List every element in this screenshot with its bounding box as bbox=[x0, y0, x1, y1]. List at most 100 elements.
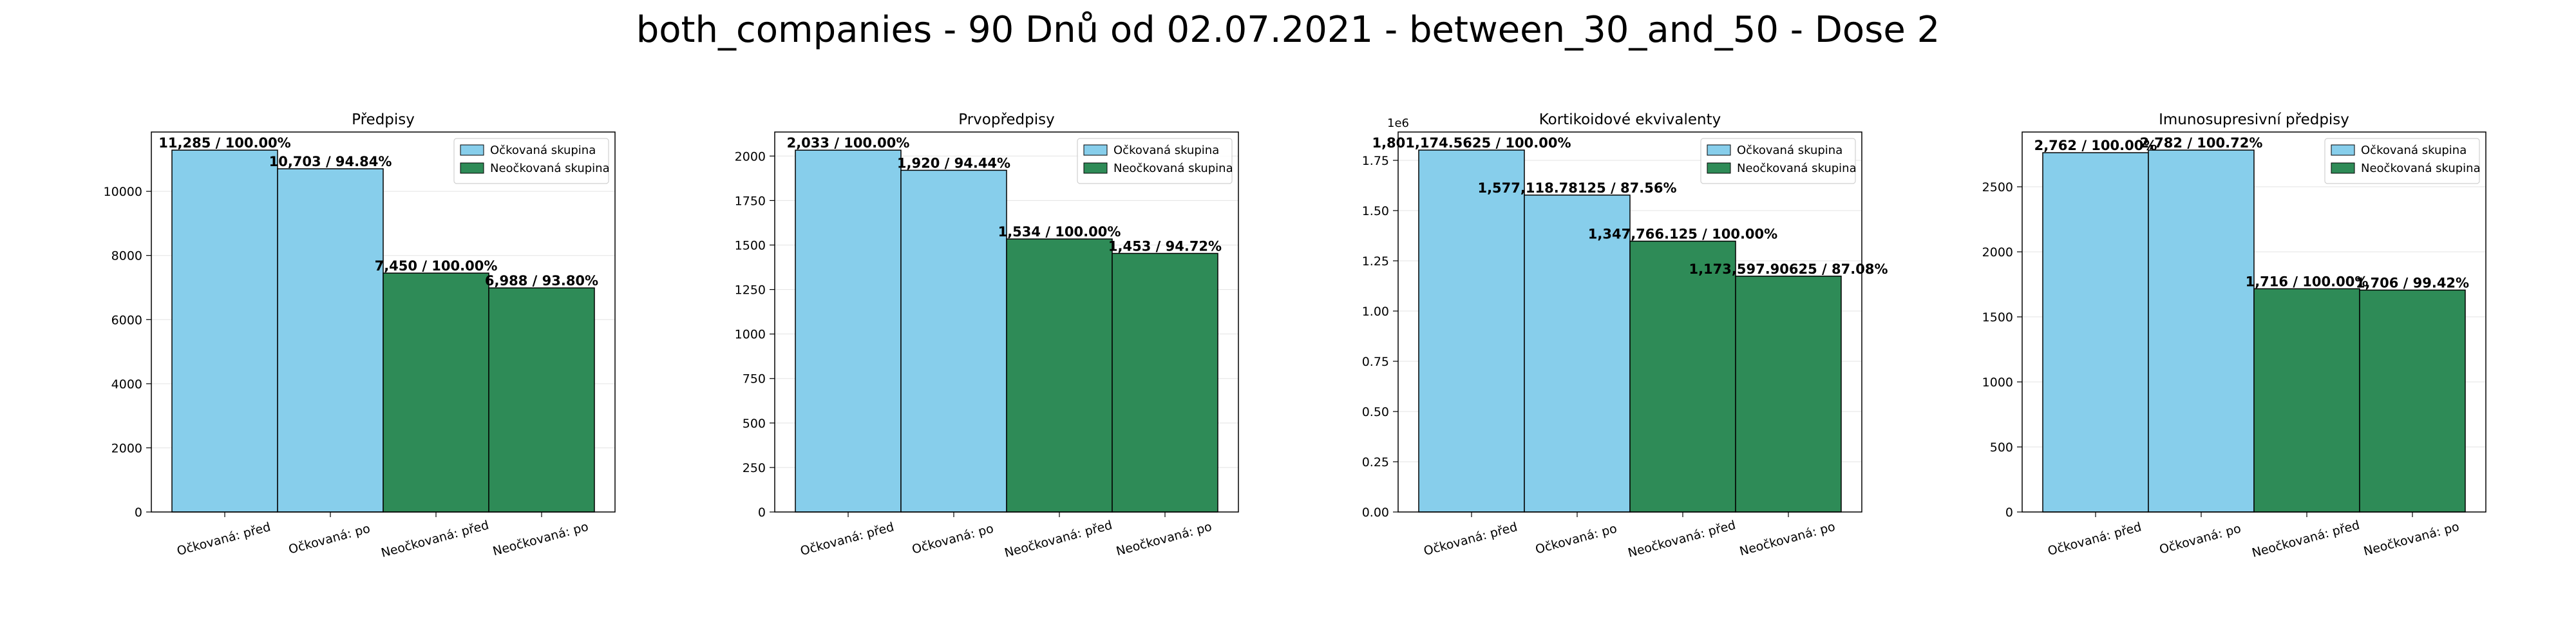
legend-swatch bbox=[1083, 162, 1108, 174]
y-tick-label: 0 bbox=[2005, 506, 2013, 520]
x-tick-label: Neočkovaná: po bbox=[2362, 520, 2461, 559]
x-tick-label: Neočkovaná: před bbox=[1003, 518, 1113, 560]
axes-frame bbox=[151, 131, 616, 513]
legend-swatch bbox=[1083, 144, 1108, 156]
y-tick-label: 0 bbox=[135, 506, 142, 520]
bar bbox=[2253, 288, 2360, 513]
x-tick-label: Očkovaná: po bbox=[911, 522, 995, 557]
bar-value-label: 2,782 / 100.72% bbox=[2140, 135, 2263, 151]
legend-box bbox=[1077, 138, 1233, 184]
bar-value-label: 11,285 / 100.00% bbox=[158, 135, 290, 151]
bar bbox=[277, 168, 384, 513]
x-tick-label: Očkovaná: před bbox=[175, 520, 272, 558]
y-tick-label: 0.75 bbox=[1362, 355, 1389, 369]
bar-value-label: 1,173,597.90625 / 87.08% bbox=[1689, 261, 1888, 277]
axes-frame bbox=[2022, 131, 2486, 513]
bar-value-label: 1,577,118.78125 / 87.56% bbox=[1477, 180, 1676, 196]
legend-box bbox=[453, 138, 609, 184]
legend-label: Očkovaná skupina bbox=[490, 144, 596, 157]
x-tick-label: Neočkovaná: po bbox=[491, 520, 590, 559]
bar-value-label: 6,988 / 93.80% bbox=[485, 273, 598, 289]
subplot-predpisy: Předpisy 0 2000 4000 6000 8000 10000 11,285 / 1… bbox=[104, 111, 616, 560]
legend-label: Neočkovaná skupina bbox=[490, 162, 610, 175]
bar bbox=[1735, 276, 1842, 513]
x-tick-label: Očkovaná: před bbox=[799, 520, 895, 558]
x-tick-label: Očkovaná: po bbox=[2158, 522, 2242, 557]
subplot-title: Předpisy bbox=[352, 111, 415, 128]
bar bbox=[488, 287, 595, 513]
subplot-prvopredpisy: Prvopředpisy 0 250 500 750 1000 1250 1500 1750 20… bbox=[735, 111, 1239, 560]
bar bbox=[1629, 240, 1736, 513]
legend-swatch bbox=[460, 144, 484, 156]
y-tick-label: 250 bbox=[743, 461, 766, 475]
bar bbox=[2148, 149, 2255, 513]
y-tick-label: 1.50 bbox=[1362, 204, 1389, 218]
legend-label: Neočkovaná skupina bbox=[2361, 162, 2481, 175]
axes-frame bbox=[774, 131, 1239, 513]
bar-value-label: 1,706 / 99.42% bbox=[2356, 275, 2469, 290]
bar bbox=[171, 149, 278, 513]
legend-swatch bbox=[460, 162, 484, 174]
y-tick-label: 1000 bbox=[1982, 375, 2013, 390]
y-tick-label: 750 bbox=[743, 372, 766, 386]
bar bbox=[1112, 252, 1218, 513]
figure-title: both_companies - 90 Dnů od 02.07.2021 - … bbox=[636, 9, 1940, 51]
bar-value-label: 1,453 / 94.72% bbox=[1108, 238, 1222, 254]
y-tick-label: 0.50 bbox=[1362, 405, 1389, 419]
y-tick-label: 500 bbox=[743, 417, 766, 431]
subplot-title: Imunosupresivní předpisy bbox=[2159, 111, 2349, 128]
y-tick-label: 1.25 bbox=[1362, 254, 1389, 269]
x-tick-label: Očkovaná: před bbox=[2046, 520, 2143, 558]
legend-swatch bbox=[2331, 144, 2355, 156]
bar bbox=[2359, 289, 2466, 513]
legend-label: Očkovaná skupina bbox=[1737, 144, 1842, 157]
bar-value-label: 1,716 / 100.00% bbox=[2246, 274, 2369, 289]
y-tick-label: 1250 bbox=[735, 283, 766, 298]
bar-value-label: 1,347,766.125 / 100.00% bbox=[1588, 226, 1777, 242]
y-tick-label: 2500 bbox=[1982, 180, 2013, 194]
bar bbox=[1524, 194, 1631, 513]
x-tick-label: Očkovaná: po bbox=[287, 522, 372, 557]
y-tick-label: 1750 bbox=[735, 194, 766, 208]
y-tick-label: 1.00 bbox=[1362, 305, 1389, 319]
axes-frame bbox=[1397, 131, 1862, 513]
bar-value-label: 2,762 / 100.00% bbox=[2034, 138, 2157, 153]
legend-label: Očkovaná skupina bbox=[2361, 144, 2467, 157]
y-tick-label: 1.75 bbox=[1362, 154, 1389, 168]
y-tick-label: 1500 bbox=[735, 238, 766, 252]
subplot-title: Prvopředpisy bbox=[958, 111, 1055, 128]
y-tick-label: 2000 bbox=[1982, 245, 2013, 260]
legend-swatch bbox=[1707, 162, 1731, 174]
y-tick-label: 8000 bbox=[111, 249, 142, 263]
legend-box bbox=[1700, 138, 1856, 184]
bar-value-label: 2,033 / 100.00% bbox=[787, 135, 910, 151]
y-tick-label: 10000 bbox=[104, 185, 142, 199]
x-tick-label: Neočkovaná: před bbox=[2250, 518, 2361, 560]
x-tick-label: Neočkovaná: po bbox=[1115, 520, 1213, 559]
legend-label: Očkovaná skupina bbox=[1113, 144, 1219, 157]
bar bbox=[1006, 238, 1113, 513]
bar-value-label: 1,534 / 100.00% bbox=[998, 224, 1121, 240]
bar bbox=[1418, 149, 1525, 513]
legend-label: Neočkovaná skupina bbox=[1113, 162, 1233, 175]
y-tick-label: 1500 bbox=[1982, 310, 2013, 325]
y-tick-label: 0 bbox=[758, 506, 766, 520]
y-tick-label: 0.25 bbox=[1362, 455, 1389, 469]
y-tick-label: 1000 bbox=[735, 328, 766, 342]
y-tick-label: 4000 bbox=[111, 377, 142, 392]
legend-swatch bbox=[1707, 144, 1731, 156]
x-tick-label: Očkovaná: před bbox=[1422, 520, 1519, 558]
legend-swatch bbox=[2331, 162, 2355, 174]
subplot-title: Kortikoidové ekvivalenty bbox=[1539, 111, 1721, 128]
bar bbox=[795, 149, 902, 513]
bar-value-label: 7,450 / 100.00% bbox=[375, 258, 498, 274]
legend-label: Neočkovaná skupina bbox=[1737, 162, 1857, 175]
y-tick-label: 2000 bbox=[735, 149, 766, 164]
y-tick-label: 500 bbox=[1990, 440, 2013, 455]
legend-box bbox=[2324, 138, 2480, 184]
x-tick-label: Očkovaná: po bbox=[1534, 522, 1618, 557]
x-tick-label: Neočkovaná: před bbox=[379, 518, 490, 560]
bar-value-label: 1,920 / 94.44% bbox=[897, 155, 1010, 171]
y-offset-label: 1e6 bbox=[1387, 117, 1409, 130]
bar bbox=[2042, 152, 2149, 513]
